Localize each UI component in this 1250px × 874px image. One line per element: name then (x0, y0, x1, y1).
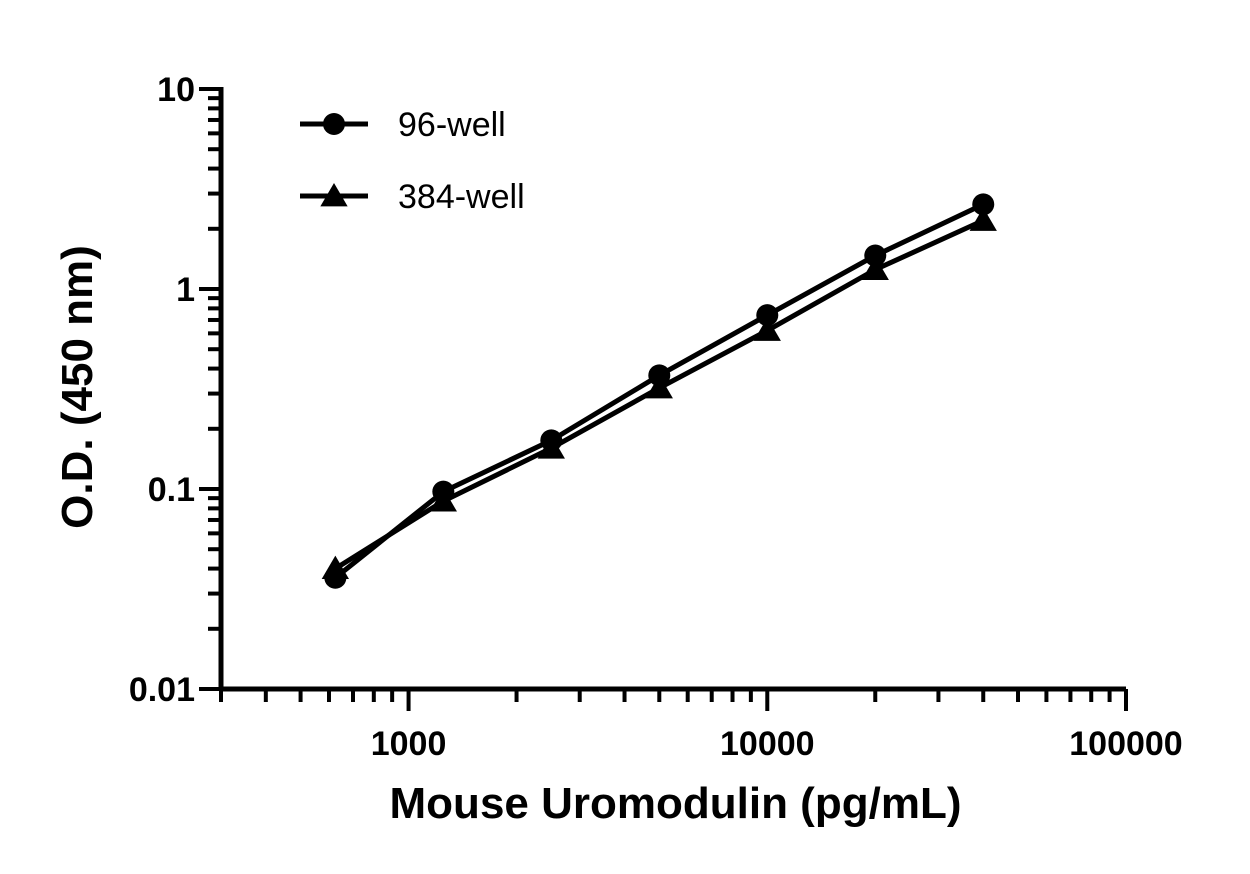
data-point-circle (864, 244, 887, 267)
x-tick-label: 100000 (1069, 725, 1182, 763)
legend-triangle-marker (320, 183, 348, 207)
legend-label: 384-well (398, 178, 525, 216)
data-point-triangle (537, 435, 565, 459)
y-tick-label: 10 (157, 71, 195, 109)
legend-item: 384-well (300, 178, 525, 216)
x-tick-label: 10000 (720, 725, 815, 763)
series-group (321, 193, 997, 589)
axes: 1000 10000 100000 0.01 0.1 1 10 (129, 71, 1183, 763)
data-point-triangle (861, 256, 889, 281)
data-point-triangle (321, 555, 349, 579)
legend-item: 96-well (300, 106, 506, 144)
y-tick-label: 0.01 (129, 671, 195, 709)
y-tick-label: 1 (176, 271, 195, 309)
data-point-circle (972, 193, 995, 216)
y-axis-title: O.D. (450 nm) (53, 245, 102, 529)
legend-circle-marker (323, 113, 345, 135)
x-axis-title: Mouse Uromodulin (pg/mL) (390, 779, 962, 828)
series-2 (321, 207, 997, 579)
legend-label: 96-well (398, 106, 506, 144)
x-tick-label: 1000 (371, 725, 447, 763)
data-point-triangle (969, 207, 997, 231)
y-tick-label: 0.1 (148, 471, 195, 509)
data-point-circle (756, 304, 779, 327)
data-point-triangle (429, 488, 457, 512)
legend: 96-well 384-well (300, 106, 525, 216)
data-point-triangle (753, 317, 781, 341)
data-point-triangle (645, 374, 673, 399)
